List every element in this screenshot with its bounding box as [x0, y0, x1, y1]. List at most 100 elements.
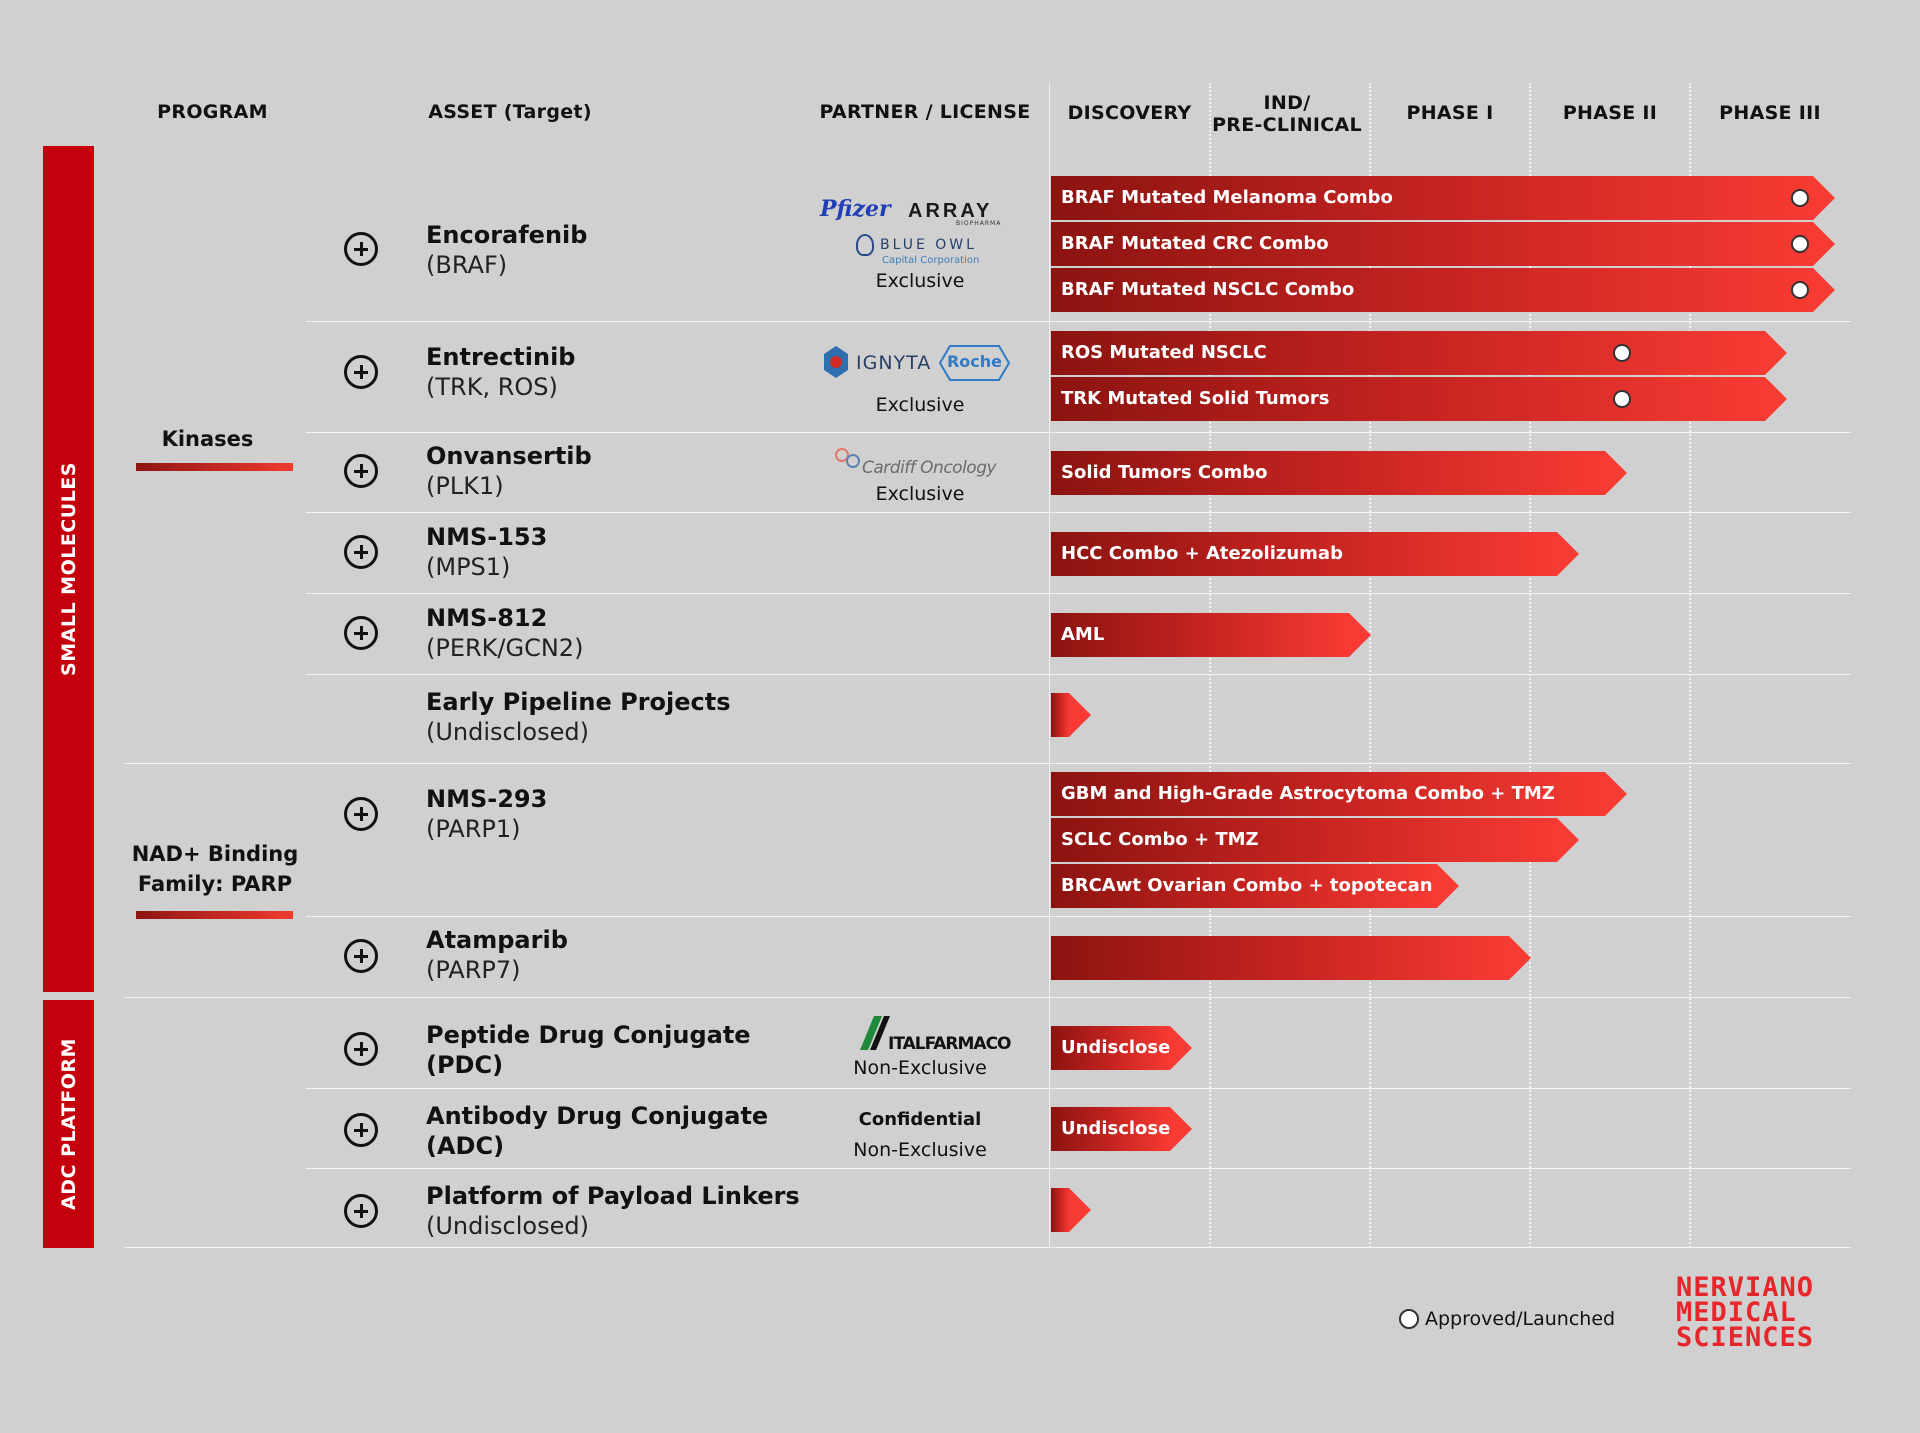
row-separator: [124, 763, 1851, 764]
category-small-molecules: SMALL MOLECULES: [43, 146, 94, 992]
asset-target: (PERK/GCN2): [426, 634, 584, 662]
array-logo-sub: BIOPHARMA: [956, 220, 1002, 227]
pipeline-bar-label: Undisclosed: [1061, 1118, 1184, 1139]
asset-target: (PLK1): [426, 472, 504, 500]
pipeline-bar-arrow: [1813, 176, 1835, 220]
approved-marker-icon: [1791, 189, 1809, 207]
expand-plus-icon[interactable]: [344, 1113, 378, 1147]
asset-target: (PARP7): [426, 956, 521, 984]
pipeline-bar-arrow: [1605, 772, 1627, 816]
pipeline-bar: GBM and High-Grade Astrocytoma Combo + T…: [1051, 772, 1627, 816]
expand-plus-icon[interactable]: [344, 797, 378, 831]
ignyta-icon: [822, 345, 850, 379]
cardiff-logo: Cardiff Oncology: [862, 458, 997, 478]
program-parp-underline: [136, 911, 293, 919]
row-separator: [124, 1247, 1851, 1248]
brand-line1: NERVIANO: [1676, 1272, 1815, 1303]
italfarmaco-icon: [856, 1014, 892, 1056]
ignyta-logo: IGNYTA: [856, 352, 932, 374]
expand-plus-icon[interactable]: [344, 454, 378, 488]
row-separator: [306, 593, 1851, 594]
program-parp: NAD+ Binding Family: PARP: [125, 839, 305, 899]
partner-license-type: Exclusive: [875, 394, 965, 416]
pipeline-bar: AML: [1051, 613, 1371, 657]
asset-target: (Undisclosed): [426, 718, 589, 746]
expand-plus-icon[interactable]: [344, 355, 378, 389]
pipeline-bar: Undisclosed: [1051, 1026, 1192, 1070]
asset-name: Atamparib: [426, 926, 568, 954]
asset-name: Peptide Drug Conjugate: [426, 1021, 751, 1049]
cardiff-icon: [833, 445, 863, 477]
asset-target: (ADC): [426, 1132, 505, 1160]
expand-plus-icon[interactable]: [344, 1194, 378, 1228]
pipeline-bar: Solid Tumors Combo: [1051, 451, 1627, 495]
pipeline-bar-label: Solid Tumors Combo: [1061, 462, 1268, 483]
pipeline-bar-label: TRK Mutated Solid Tumors: [1061, 388, 1330, 409]
blue-owl-icon: [856, 234, 874, 256]
header-phase3: PHASE III: [1719, 102, 1821, 124]
pipeline-bar-label: SCLC Combo + TMZ: [1061, 829, 1259, 850]
pipeline-bar: [1051, 1188, 1091, 1232]
pipeline-bar: BRAF Mutated CRC Combo: [1051, 222, 1835, 266]
approved-marker-icon: [1791, 281, 1809, 299]
pipeline-bar-label: GBM and High-Grade Astrocytoma Combo + T…: [1061, 783, 1555, 804]
program-kinases-underline: [136, 463, 293, 471]
program-kinases: Kinases: [161, 427, 254, 451]
pipeline-bar: BRAF Mutated NSCLC Combo: [1051, 268, 1835, 312]
pipeline-bar-label: BRAF Mutated NSCLC Combo: [1061, 279, 1355, 300]
asset-name: Onvansertib: [426, 442, 592, 470]
asset-name: Antibody Drug Conjugate: [426, 1102, 769, 1130]
pipeline-bar-label: AML: [1061, 624, 1105, 645]
asset-name: NMS-153: [426, 523, 548, 551]
stage-divider: [1369, 83, 1371, 1248]
asset-name: NMS-812: [426, 604, 548, 632]
asset-target: (BRAF): [426, 251, 508, 279]
pipeline-bar: BRCAwt Ovarian Combo + topotecan: [1051, 864, 1459, 908]
pipeline-bar-arrow: [1605, 451, 1627, 495]
row-separator: [306, 432, 1851, 433]
header-ind: IND/ PRE-CLINICAL: [1207, 92, 1367, 136]
pipeline-bar: ROS Mutated NSCLC: [1051, 331, 1787, 375]
category-adc-platform: ADC PLATFORM: [43, 1000, 94, 1248]
partner-license-type: Non-Exclusive: [853, 1057, 987, 1079]
header-discovery: DISCOVERY: [1067, 102, 1192, 124]
asset-name: Encorafenib: [426, 221, 588, 249]
row-separator: [124, 997, 1851, 998]
pipeline-bar-arrow: [1069, 693, 1091, 737]
category-adc-platform-label: ADC PLATFORM: [57, 1038, 80, 1210]
asset-target: (TRK, ROS): [426, 373, 558, 401]
partner-confidential: Confidential: [858, 1109, 982, 1130]
pipeline-bar: SCLC Combo + TMZ: [1051, 818, 1579, 862]
row-separator: [306, 1168, 1851, 1169]
category-small-molecules-label: SMALL MOLECULES: [57, 462, 80, 676]
pipeline-bar-arrow: [1349, 613, 1371, 657]
pipeline-bar: Undisclosed: [1051, 1107, 1192, 1151]
pipeline-bar-arrow: [1437, 864, 1459, 908]
expand-plus-icon[interactable]: [344, 232, 378, 266]
pipeline-bar-arrow: [1069, 1188, 1091, 1232]
pipeline-bar-arrow: [1813, 222, 1835, 266]
pipeline-bar-label: BRAF Mutated CRC Combo: [1061, 233, 1329, 254]
pipeline-bar-arrow: [1557, 818, 1579, 862]
asset-target: (MPS1): [426, 553, 511, 581]
legend-approved-label: Approved/Launched: [1425, 1308, 1616, 1330]
expand-plus-icon[interactable]: [344, 1032, 378, 1066]
stage-divider: [1209, 83, 1211, 1248]
expand-plus-icon[interactable]: [344, 616, 378, 650]
header-program: PROGRAM: [157, 101, 268, 123]
expand-plus-icon[interactable]: [344, 939, 378, 973]
nerviano-logo: NERVIANO MEDICAL SCIENCES: [1676, 1272, 1815, 1353]
pipeline-bar-label: BRAF Mutated Melanoma Combo: [1061, 187, 1393, 208]
blue-owl-logo: BLUE OWL: [880, 237, 977, 253]
pipeline-bar: HCC Combo + Atezolizumab: [1051, 532, 1579, 576]
pipeline-bar-arrow: [1765, 331, 1787, 375]
header-phase1: PHASE I: [1406, 102, 1494, 124]
pipeline-bar: [1051, 693, 1091, 737]
roche-logo-text: Roche: [946, 352, 1003, 371]
expand-plus-icon[interactable]: [344, 535, 378, 569]
row-separator: [306, 321, 1851, 322]
partner-license-type: Exclusive: [875, 270, 965, 292]
brand-line3: SCIENCES: [1676, 1322, 1815, 1353]
partner-license-type: Exclusive: [875, 483, 965, 505]
pfizer-logo: Pfizer: [820, 196, 891, 222]
